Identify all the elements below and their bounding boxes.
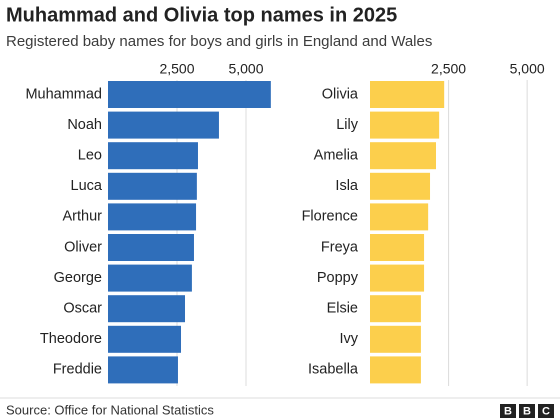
- bar: [370, 203, 429, 231]
- category-label: George: [54, 270, 102, 286]
- x-tick-label: 2,500: [159, 61, 194, 77]
- bar: [108, 234, 194, 261]
- logo-letter: C: [542, 405, 550, 417]
- category-label: Lily: [336, 117, 359, 133]
- category-label: Isabella: [308, 362, 359, 378]
- bar: [370, 234, 425, 261]
- bar: [370, 295, 421, 323]
- source: Source: Office for National Statistics: [6, 402, 214, 417]
- category-label: Oliver: [64, 239, 102, 255]
- bar: [108, 203, 197, 231]
- category-label: Noah: [67, 117, 102, 133]
- category-label: Olivia: [322, 86, 359, 102]
- category-label: Poppy: [317, 270, 359, 286]
- bar: [370, 356, 421, 384]
- bar: [108, 325, 182, 353]
- logo-letter: B: [523, 405, 531, 417]
- bar: [370, 81, 445, 108]
- category-label: Elsie: [327, 301, 358, 317]
- bar: [370, 111, 440, 139]
- logo-box: [538, 404, 554, 418]
- category-label: Florence: [302, 209, 358, 225]
- category-label: Amelia: [314, 148, 359, 164]
- chart-subtitle: Registered baby names for boys and girls…: [6, 33, 432, 50]
- bar: [370, 264, 425, 292]
- bar: [370, 172, 431, 200]
- bar: [370, 142, 436, 170]
- bar: [108, 295, 186, 323]
- bar: [108, 111, 219, 139]
- logo-box: [519, 404, 535, 418]
- logo-letter: B: [504, 405, 512, 417]
- x-tick-label: 2,500: [431, 61, 466, 77]
- category-label: Ivy: [339, 331, 358, 347]
- x-tick-label: 5,000: [510, 61, 545, 77]
- category-label: Luca: [71, 178, 103, 194]
- category-label: Oscar: [63, 301, 102, 317]
- category-label: Isla: [335, 178, 359, 194]
- chart-title: Muhammad and Olivia top names in 2025: [6, 4, 397, 26]
- category-label: Freddie: [53, 362, 102, 378]
- category-label: Arthur: [63, 209, 103, 225]
- category-label: Leo: [78, 148, 102, 164]
- bar: [108, 172, 197, 200]
- bar: [370, 325, 421, 353]
- x-tick-label: 5,000: [228, 61, 263, 77]
- category-label: Theodore: [40, 331, 102, 347]
- bar: [108, 81, 271, 108]
- category-label: Freya: [321, 239, 359, 255]
- logo-box: [500, 404, 516, 418]
- bar: [108, 142, 198, 170]
- category-label: Muhammad: [25, 86, 102, 102]
- bar: [108, 264, 192, 292]
- bar: [108, 356, 178, 384]
